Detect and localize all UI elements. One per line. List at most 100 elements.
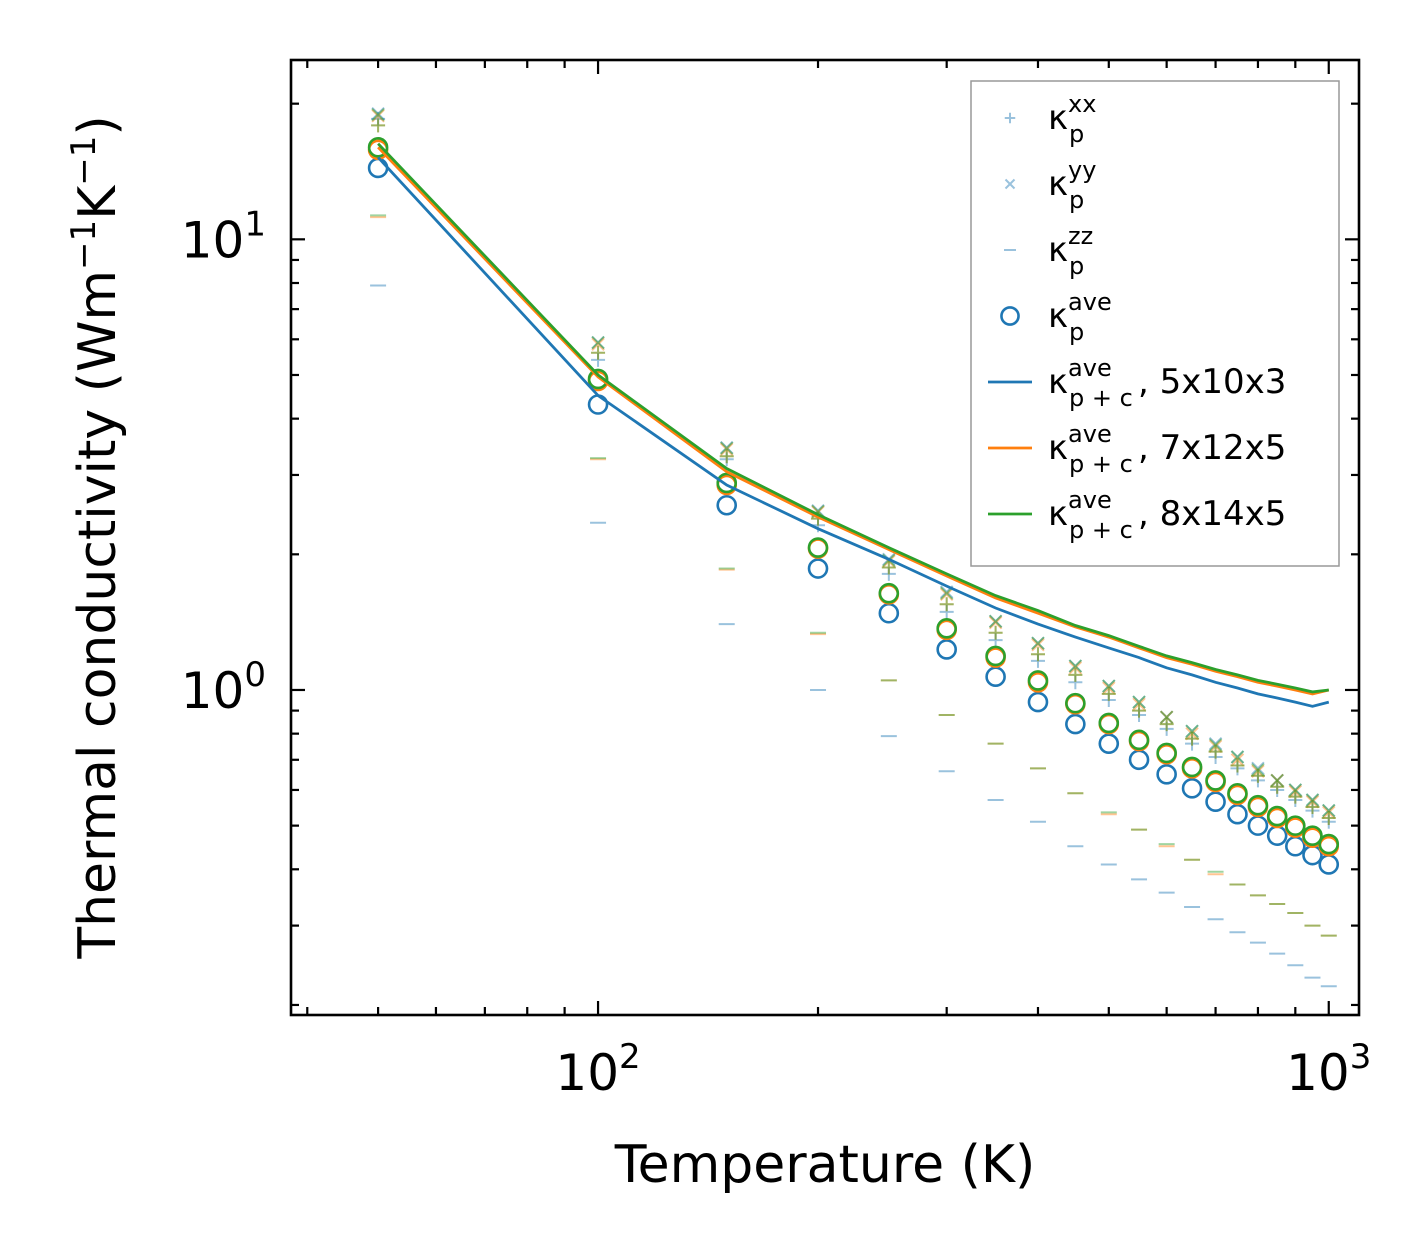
data-point-plus xyxy=(719,452,734,467)
y-axis-label-exp1: −1 xyxy=(64,220,104,270)
data-point-x xyxy=(1230,753,1245,767)
data-point-plus xyxy=(1030,647,1045,662)
legend-entry: κave p + c, 7x12x5 xyxy=(988,420,1286,478)
data-point-plus xyxy=(1132,703,1147,718)
data-point-x xyxy=(371,109,385,123)
y-axis-label-exp2: −1 xyxy=(64,136,104,186)
data-point-x xyxy=(1322,805,1336,820)
data-point-circle xyxy=(1205,791,1226,813)
series-p-zz-7x12x5 xyxy=(370,216,1337,937)
data-point-x xyxy=(1132,695,1146,709)
data-point-x xyxy=(988,614,1003,629)
data-point-plus xyxy=(1185,736,1200,751)
data-point-circle xyxy=(587,394,609,415)
data-point-x xyxy=(1288,784,1303,799)
data-point-x xyxy=(1270,773,1284,788)
data-point-plus xyxy=(1030,653,1045,668)
data-point-x xyxy=(1185,724,1199,738)
series-p-zz-5x10x3 xyxy=(370,284,1337,988)
data-point-x xyxy=(1031,636,1045,650)
data-point-circle xyxy=(1285,815,1306,836)
data-point-x xyxy=(720,440,734,455)
data-point-circle xyxy=(716,494,738,516)
plot-frame xyxy=(289,58,1361,1017)
data-point-plus xyxy=(1250,773,1265,788)
data-point-x xyxy=(1251,763,1265,777)
legend-label: κave p + c, 5x10x3 xyxy=(1048,354,1286,412)
data-point-plus xyxy=(371,111,386,126)
data-point-plus xyxy=(1101,686,1116,701)
data-point-circle xyxy=(587,368,609,390)
data-point-plus xyxy=(591,352,606,367)
series-p-ave-8x14x5 xyxy=(367,137,1340,855)
data-point-circle xyxy=(1302,825,1323,846)
data-point-x xyxy=(720,442,734,457)
data-point-circle xyxy=(1065,713,1086,735)
legend-marker-circle xyxy=(1000,306,1020,326)
data-point-plus xyxy=(1208,750,1223,765)
legend-label: κave p + c, 8x14x5 xyxy=(1048,486,1286,544)
data-point-plus xyxy=(1288,792,1303,807)
legend-label: κxx p xyxy=(1048,90,1096,148)
legend-entry: κave p + c, 5x10x3 xyxy=(988,354,1286,412)
data-point-circle xyxy=(1098,712,1120,734)
data-point-circle xyxy=(367,157,389,179)
series-p-xx-5x10x3 xyxy=(371,111,1336,829)
data-point-circle xyxy=(1065,692,1086,714)
data-point-circle xyxy=(878,602,900,624)
data-point-x xyxy=(1208,736,1223,751)
data-point-plus xyxy=(1230,758,1245,773)
x-tick-label: 102 xyxy=(555,1037,640,1102)
data-point-circle xyxy=(985,645,1006,667)
data-point-plus xyxy=(988,625,1003,640)
data-point-circle xyxy=(367,137,389,158)
data-point-plus xyxy=(1270,782,1285,797)
legend-label: κave p xyxy=(1048,288,1112,346)
data-point-circle xyxy=(1027,691,1049,713)
series-p-yy-7x12x5 xyxy=(371,109,1336,820)
data-point-plus xyxy=(1208,744,1223,759)
data-point-circle xyxy=(1128,729,1150,751)
legend-label: κave p + c, 7x12x5 xyxy=(1048,420,1286,478)
data-point-x xyxy=(988,614,1003,629)
data-point-circle xyxy=(1266,805,1288,827)
data-point-x xyxy=(939,587,954,602)
series-line xyxy=(377,142,1329,694)
data-point-plus xyxy=(1270,779,1285,794)
legend-entry: κave p xyxy=(1000,288,1112,346)
data-point-x xyxy=(1068,659,1083,673)
data-point-x xyxy=(1068,661,1083,675)
legend-entry: κave p + c, 8x14x5 xyxy=(988,486,1286,544)
data-point-x xyxy=(1159,710,1174,724)
data-point-circle xyxy=(1266,825,1288,846)
data-point-x xyxy=(1068,659,1083,673)
data-point-plus xyxy=(1305,799,1320,814)
data-point-plus xyxy=(881,566,896,581)
data-point-plus xyxy=(1101,686,1116,701)
legend-frame xyxy=(970,80,1340,567)
data-point-plus xyxy=(1321,810,1336,825)
series-p-yy-5x10x3 xyxy=(371,107,1336,818)
data-point-plus xyxy=(591,345,606,360)
data-point-x xyxy=(1159,710,1174,724)
data-point-x xyxy=(1132,695,1146,709)
data-point-plus xyxy=(1230,761,1245,776)
data-point-circle xyxy=(1181,756,1203,778)
series-p-xx-8x14x5 xyxy=(371,118,1336,825)
data-point-circle xyxy=(807,537,829,558)
data-point-circle xyxy=(1027,670,1049,691)
data-point-plus xyxy=(988,625,1003,640)
plot-marks xyxy=(367,107,1340,988)
data-point-plus xyxy=(1185,731,1200,746)
data-point-x xyxy=(1305,793,1320,807)
data-point-plus xyxy=(1159,717,1174,732)
data-point-x xyxy=(1159,710,1174,724)
data-point-plus xyxy=(1159,717,1174,732)
data-point-plus xyxy=(1288,789,1303,804)
data-point-plus xyxy=(1305,803,1320,818)
data-point-plus xyxy=(591,345,606,360)
data-point-plus xyxy=(1068,667,1083,682)
data-point-circle xyxy=(1302,844,1323,866)
data-point-circle xyxy=(1128,749,1150,771)
